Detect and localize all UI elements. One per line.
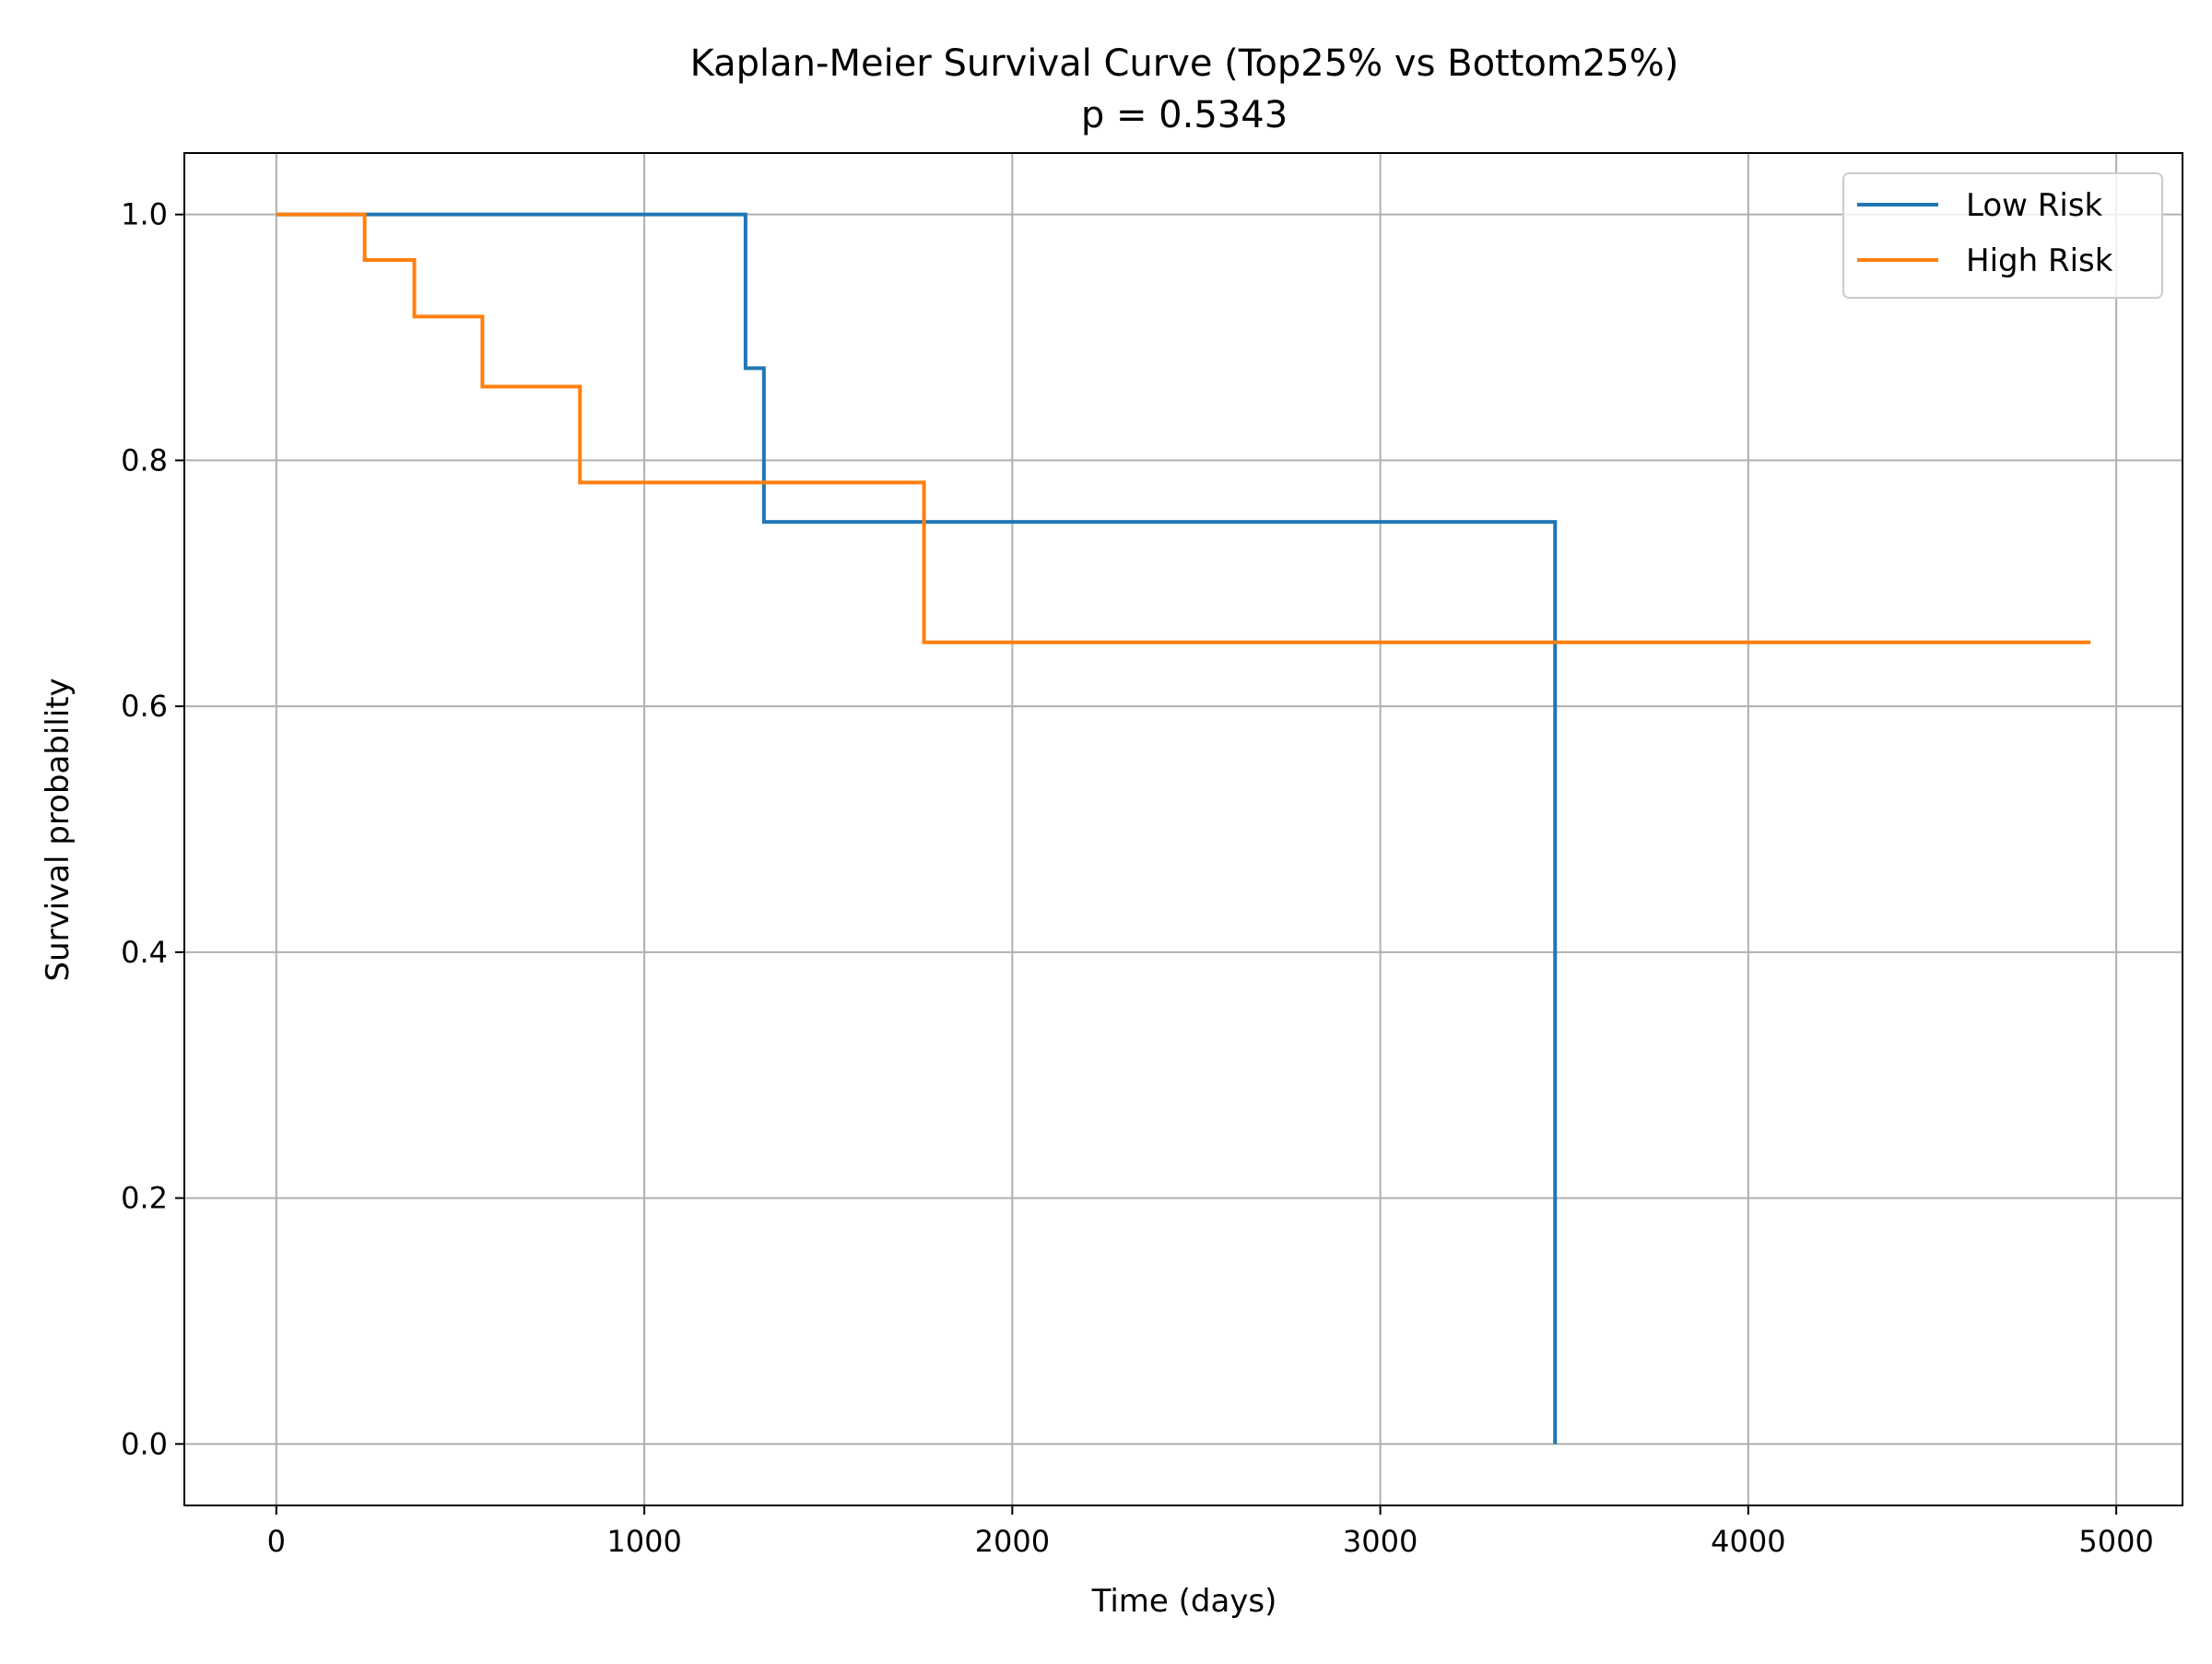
y-tick-label: 0.0 xyxy=(121,1426,168,1461)
series-layer xyxy=(276,212,2091,1445)
y-tick-label: 0.8 xyxy=(121,443,168,478)
x-tick-label: 4000 xyxy=(1711,1524,1785,1559)
series-line-low-risk xyxy=(276,212,1558,1445)
legend: Low Risk High Risk xyxy=(1842,172,2163,299)
legend-label-high-risk: High Risk xyxy=(1966,242,2113,279)
y-axis-label: Survival probability xyxy=(40,678,76,981)
x-tick-label: 2000 xyxy=(975,1524,1050,1559)
series-line-high-risk xyxy=(276,212,2091,644)
x-tick-label: 3000 xyxy=(1343,1524,1418,1559)
x-tick-label: 1000 xyxy=(606,1524,681,1559)
tick-layer: 0 1000 2000 3000 4000 5000 0.0 0.2 0.4 0.6 0.8 1.0 xyxy=(121,197,2154,1559)
legend-label-low-risk: Low Risk xyxy=(1966,187,2103,224)
y-tick-label: 0.4 xyxy=(121,935,168,970)
y-tick-label: 0.6 xyxy=(121,689,168,724)
x-tick-label: 5000 xyxy=(2078,1524,2153,1559)
y-tick-label: 0.2 xyxy=(121,1181,168,1216)
x-tick-label: 0 xyxy=(267,1524,286,1559)
x-axis-label: Time (days) xyxy=(1091,1583,1277,1620)
plot-frame xyxy=(183,152,2183,1506)
chart-subtitle: p = 0.5343 xyxy=(1081,94,1288,136)
y-tick-label: 1.0 xyxy=(121,197,168,232)
chart-title: Kaplan-Meier Survival Curve (Top25% vs B… xyxy=(690,42,1679,85)
grid-layer xyxy=(184,153,2183,1505)
